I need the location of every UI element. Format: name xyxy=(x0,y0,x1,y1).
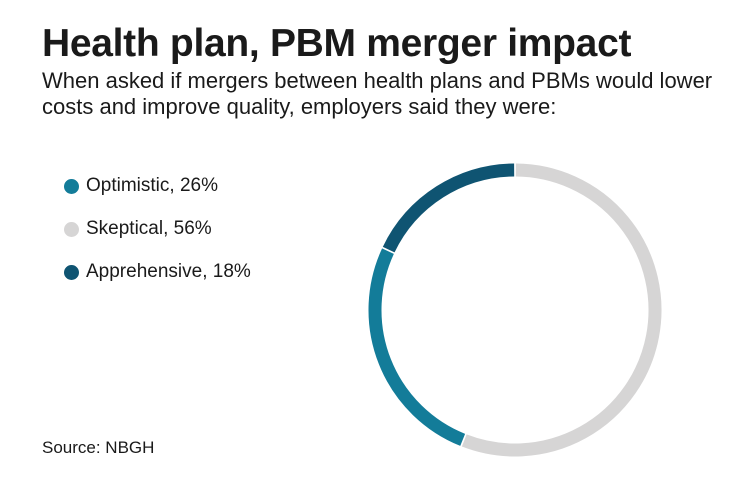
legend-swatch-skeptical xyxy=(64,221,79,237)
legend-label-optimistic: Optimistic, 26% xyxy=(86,175,218,196)
legend-item-skeptical: Skeptical, 56% xyxy=(64,217,251,241)
legend-label-skeptical: Skeptical, 56% xyxy=(86,218,212,239)
legend-item-apprehensive: Apprehensive, 18% xyxy=(64,260,251,284)
donut-chart xyxy=(368,163,662,457)
legend-swatch-optimistic xyxy=(64,178,79,194)
donut-segment-skeptical xyxy=(461,163,662,457)
donut-segment-apprehensive xyxy=(382,163,515,253)
chart-title: Health plan, PBM merger impact xyxy=(42,22,632,65)
legend-label-apprehensive: Apprehensive, 18% xyxy=(86,261,251,282)
legend-item-optimistic: Optimistic, 26% xyxy=(64,174,251,198)
legend-swatch-apprehensive xyxy=(64,264,79,280)
source-note: Source: NBGH xyxy=(42,438,155,457)
legend: Optimistic, 26% Skeptical, 56% Apprehens… xyxy=(64,174,251,303)
donut-segment-optimistic xyxy=(368,248,466,446)
chart-subtitle: When asked if mergers between health pla… xyxy=(42,68,713,119)
